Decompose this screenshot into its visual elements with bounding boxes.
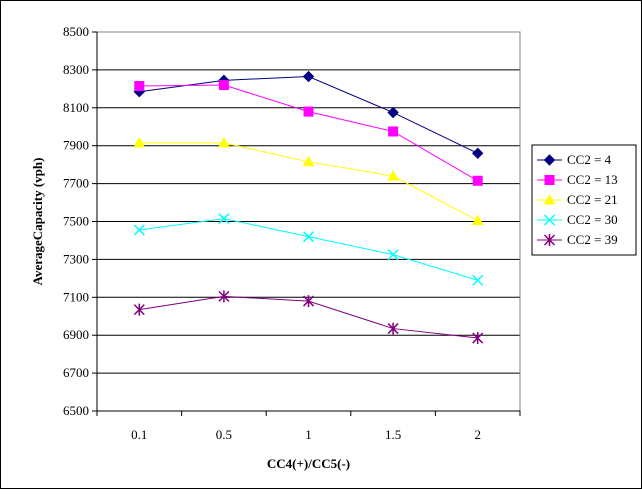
data-point: [218, 213, 230, 225]
y-tick-label: 8300: [63, 62, 89, 77]
series-4: [133, 213, 484, 286]
data-point: [544, 175, 555, 185]
data-point: [218, 290, 230, 303]
data-point: [218, 136, 230, 148]
series-5: [133, 290, 484, 345]
data-point: [133, 303, 145, 316]
x-tick-label: 1.5: [385, 427, 401, 442]
data-point: [388, 126, 399, 137]
legend-item: CC2 = 21: [537, 192, 618, 207]
legend-label: CC2 = 39: [567, 232, 618, 247]
x-tick-label: 1: [305, 427, 312, 442]
data-point: [543, 234, 556, 246]
y-tick-label: 7300: [63, 251, 89, 266]
data-point: [387, 322, 399, 335]
data-point: [302, 70, 315, 83]
data-point: [134, 81, 145, 92]
data-point: [543, 154, 556, 166]
y-axis-title: AverageCapacity (vph): [30, 158, 45, 286]
y-tick-label: 7500: [63, 214, 89, 229]
y-tick-label: 6900: [63, 327, 89, 342]
data-point: [543, 193, 556, 205]
data-point: [303, 106, 314, 117]
y-tick-label: 8500: [63, 24, 89, 39]
data-point: [387, 106, 399, 119]
legend-item: CC2 = 13: [537, 172, 618, 187]
legend-label: CC2 = 30: [567, 212, 618, 227]
legend-label: CC2 = 4: [567, 152, 612, 167]
y-tick-label: 7100: [63, 289, 89, 304]
x-tick-label: 0.1: [131, 427, 147, 442]
data-point: [543, 214, 556, 226]
data-point: [218, 80, 229, 91]
legend-item: CC2 = 39: [537, 232, 618, 247]
data-point: [387, 249, 399, 261]
data-point: [471, 214, 484, 226]
y-tick-label: 7700: [63, 176, 89, 191]
data-point: [471, 147, 484, 159]
legend-item: CC2 = 30: [537, 212, 618, 227]
x-axis-title: CC4(+)/CC5(-): [267, 456, 350, 471]
data-point: [302, 295, 315, 308]
legend: CC2 = 4 CC2 = 13 CC2 = 21 CC2 = 30 CC2 = 39: [531, 144, 637, 256]
legend-label: CC2 = 13: [567, 172, 618, 187]
y-tick-label: 7900: [63, 138, 89, 153]
series-3: [133, 136, 484, 226]
data-point: [472, 274, 484, 286]
data-point: [387, 169, 399, 181]
legend-item: CC2 = 4: [537, 152, 612, 167]
data-point: [302, 231, 315, 243]
legend-label: CC2 = 21: [567, 192, 618, 207]
data-point: [302, 155, 315, 167]
data-point: [133, 224, 145, 236]
axes: 6500 6700 6900 7100 7300 7500 7700 7900 8100 8300…: [63, 24, 521, 442]
x-tick-label: 0.5: [216, 427, 232, 442]
data-point: [472, 175, 483, 186]
data-point: [472, 332, 484, 345]
y-tick-label: 6500: [63, 403, 89, 418]
y-tick-label: 8100: [63, 100, 89, 115]
series-group: [133, 70, 484, 345]
x-tick-label: 2: [474, 427, 481, 442]
y-tick-label: 6700: [63, 365, 89, 380]
series-2: [134, 80, 483, 186]
data-point: [133, 136, 146, 148]
